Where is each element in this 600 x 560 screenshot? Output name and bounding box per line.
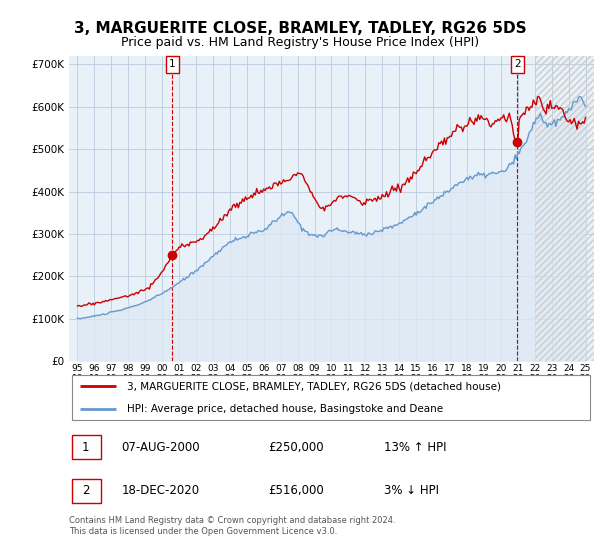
Text: Price paid vs. HM Land Registry's House Price Index (HPI): Price paid vs. HM Land Registry's House … [121,36,479,49]
Text: 13% ↑ HPI: 13% ↑ HPI [384,441,446,454]
FancyBboxPatch shape [71,479,101,503]
Bar [535,56,600,361]
Bar [535,56,600,361]
Text: 3, MARGUERITE CLOSE, BRAMLEY, TADLEY, RG26 5DS (detached house): 3, MARGUERITE CLOSE, BRAMLEY, TADLEY, RG… [127,381,501,391]
Text: 07-AUG-2000: 07-AUG-2000 [121,441,200,454]
FancyBboxPatch shape [71,375,590,420]
Text: 2: 2 [514,59,520,69]
Text: 2: 2 [82,484,89,497]
Text: 1: 1 [82,441,89,454]
Text: £516,000: £516,000 [269,484,324,497]
Text: 1: 1 [169,59,176,69]
FancyBboxPatch shape [71,435,101,459]
Text: 18-DEC-2020: 18-DEC-2020 [121,484,200,497]
Text: 3% ↓ HPI: 3% ↓ HPI [384,484,439,497]
Text: Contains HM Land Registry data © Crown copyright and database right 2024.
This d: Contains HM Land Registry data © Crown c… [69,516,395,536]
Text: £250,000: £250,000 [269,441,324,454]
Text: 3, MARGUERITE CLOSE, BRAMLEY, TADLEY, RG26 5DS: 3, MARGUERITE CLOSE, BRAMLEY, TADLEY, RG… [74,21,526,36]
Text: HPI: Average price, detached house, Basingstoke and Deane: HPI: Average price, detached house, Basi… [127,404,443,414]
